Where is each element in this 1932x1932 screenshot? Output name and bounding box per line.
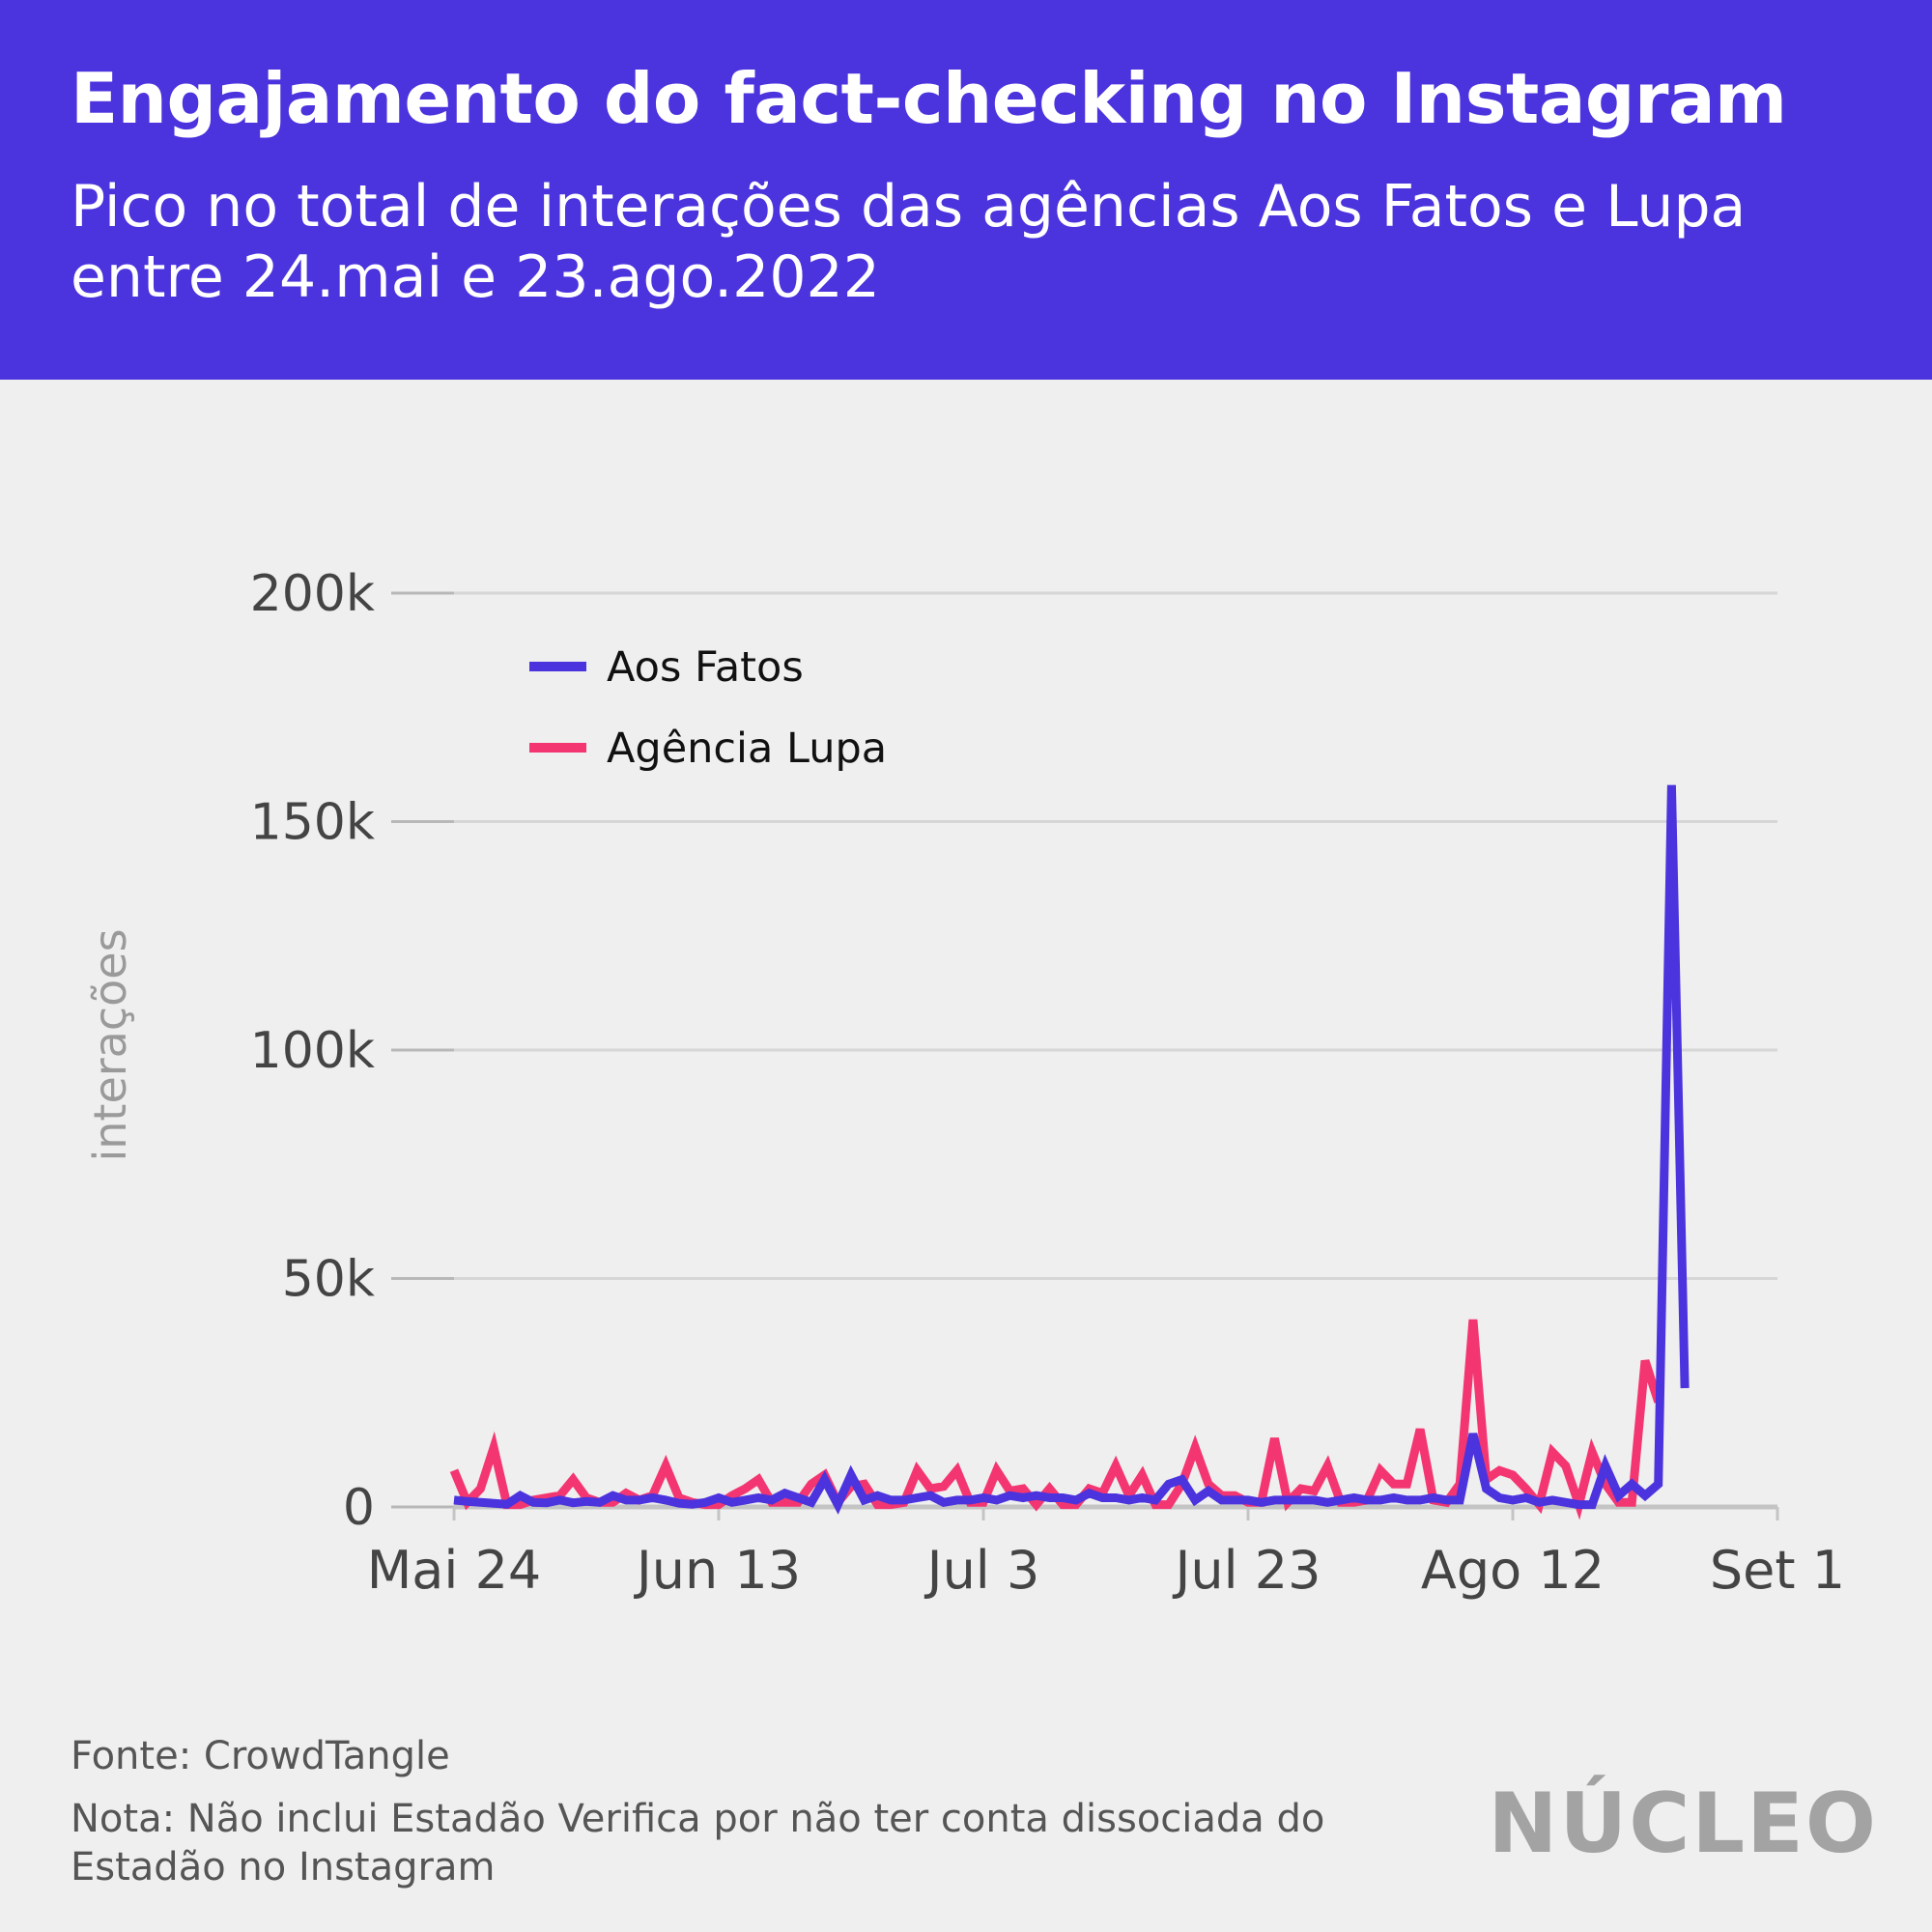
series-lines	[449, 784, 1690, 1520]
legend-label: Agência Lupa	[607, 724, 887, 773]
chart-title: Engajamento do fact-checking no Instagra…	[71, 58, 1787, 139]
y-tick-label: 200k	[250, 565, 375, 623]
source-note: Fonte: CrowdTangle	[71, 1734, 450, 1778]
x-tick-label: Set 1	[1710, 1540, 1845, 1601]
x-tick-label: Ago 12	[1421, 1540, 1605, 1601]
x-tick-label: Mai 24	[367, 1540, 542, 1601]
x-tick-label: Jul 23	[1172, 1540, 1321, 1601]
y-axis-title: interações	[84, 928, 136, 1161]
y-tick-label: 50k	[282, 1251, 375, 1309]
legend: Aos Fatos Agência Lupa	[529, 643, 887, 773]
x-tick-label: Jul 3	[924, 1540, 1040, 1601]
series-line-aos-fatos	[453, 784, 1690, 1515]
header-banner: Engajamento do fact-checking no Instagra…	[0, 0, 1932, 380]
legend-label: Aos Fatos	[607, 643, 804, 692]
y-tick-label: 100k	[250, 1022, 375, 1080]
axes: 0 50k 100k 150k 200k Mai 24 Jun 13 Jul 3 Jul 23 A…	[84, 565, 1845, 1601]
y-tick-label: 0	[343, 1479, 375, 1537]
x-tick-label: Jun 13	[634, 1540, 801, 1601]
chart-subtitle: Pico no total de interações das agências…	[71, 173, 1747, 311]
series-line-ag-ncia-lupa	[449, 1319, 1662, 1520]
brand-logo: NÚCLEO	[1488, 1776, 1878, 1872]
y-tick-label: 150k	[250, 794, 375, 852]
footnote: Nota: Não inclui Estadão Verifica por nã…	[71, 1797, 1325, 1889]
gridlines	[391, 591, 1777, 1509]
